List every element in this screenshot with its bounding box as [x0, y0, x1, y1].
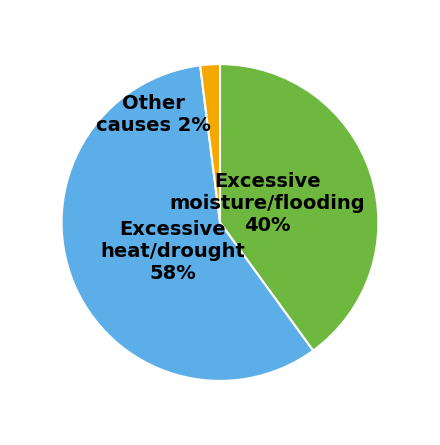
- Text: Excessive
heat/drought
58%: Excessive heat/drought 58%: [100, 219, 245, 283]
- Wedge shape: [62, 65, 313, 381]
- Wedge shape: [200, 64, 220, 222]
- Text: Excessive
moisture/flooding
40%: Excessive moisture/flooding 40%: [170, 172, 365, 235]
- Wedge shape: [220, 64, 378, 351]
- Text: Other
causes 2%: Other causes 2%: [96, 94, 211, 135]
